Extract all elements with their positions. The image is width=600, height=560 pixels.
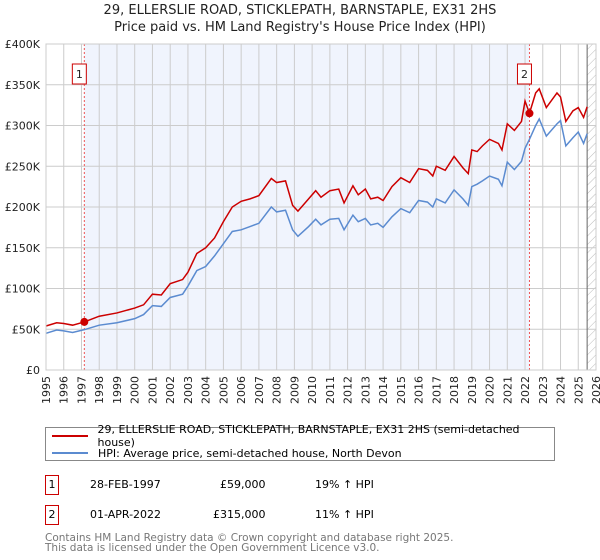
x-tick-label: 2010 bbox=[306, 376, 319, 404]
transaction-date: 01-APR-2022 bbox=[90, 508, 162, 521]
x-tick-label: 2021 bbox=[501, 376, 514, 404]
blue-line-swatch bbox=[52, 452, 88, 454]
marker-label: 1 bbox=[76, 68, 83, 81]
legend-item-property: 29, ELLERSLIE ROAD, STICKLEPATH, BARNSTA… bbox=[52, 423, 554, 449]
x-tick-label: 2013 bbox=[359, 376, 372, 404]
chart-subtitle: Price paid vs. HM Land Registry's House … bbox=[114, 20, 486, 35]
marker-box bbox=[516, 63, 532, 85]
x-tick-label: 2018 bbox=[448, 376, 461, 404]
transaction-price: £59,000 bbox=[220, 478, 266, 491]
marker-box bbox=[71, 63, 87, 85]
y-tick-label: £150K bbox=[5, 242, 41, 255]
x-tick-label: 1996 bbox=[58, 376, 71, 404]
y-tick-label: £100K bbox=[5, 283, 41, 296]
y-tick-label: £400K bbox=[5, 38, 41, 51]
footer-licence: This data is licensed under the Open Gov… bbox=[45, 542, 380, 554]
x-tick-label: 2023 bbox=[537, 376, 550, 404]
transaction-row: 2 01-APR-2022 £315,000 11% ↑ HPI bbox=[45, 505, 565, 525]
x-tick-label: 2019 bbox=[466, 376, 479, 404]
x-tick-label: 2022 bbox=[519, 376, 532, 404]
x-tick-label: 1999 bbox=[111, 376, 124, 404]
y-tick-label: £250K bbox=[5, 160, 41, 173]
marker-badge: 1 bbox=[45, 475, 59, 495]
x-tick-label: 2006 bbox=[235, 376, 248, 404]
transaction-date: 28-FEB-1997 bbox=[90, 478, 161, 491]
property-price-line bbox=[45, 87, 588, 327]
x-tick-label: 2016 bbox=[413, 376, 426, 404]
x-tick-label: 2017 bbox=[430, 376, 443, 404]
x-tick-label: 2015 bbox=[395, 376, 408, 404]
y-tick-label: £0 bbox=[26, 364, 40, 377]
y-tick-label: £300K bbox=[5, 120, 41, 133]
y-tick-label: £50K bbox=[12, 323, 41, 336]
footer-copyright: Contains HM Land Registry data © Crown c… bbox=[45, 532, 454, 544]
plot-frame bbox=[45, 43, 597, 371]
marker-label: 2 bbox=[521, 68, 528, 81]
x-tick-label: 2002 bbox=[164, 376, 177, 404]
x-tick-label: 2000 bbox=[129, 376, 142, 404]
x-tick-label: 2007 bbox=[253, 376, 266, 404]
hpi-line bbox=[45, 117, 588, 335]
x-tick-label: 2005 bbox=[217, 376, 230, 404]
x-tick-label: 2008 bbox=[271, 376, 284, 404]
y-tick-label: £200K bbox=[5, 201, 41, 214]
legend: 29, ELLERSLIE ROAD, STICKLEPATH, BARNSTA… bbox=[45, 423, 555, 461]
sale-point bbox=[525, 109, 534, 118]
x-tick-label: 2025 bbox=[572, 376, 585, 404]
x-tick-label: 2004 bbox=[200, 376, 213, 404]
legend-label: 29, ELLERSLIE ROAD, STICKLEPATH, BARNSTA… bbox=[97, 423, 520, 449]
transaction-hpi: 11% ↑ HPI bbox=[315, 508, 374, 521]
x-tick-label: 2011 bbox=[324, 376, 337, 404]
chart-title: 29, ELLERSLIE ROAD, STICKLEPATH, BARNSTA… bbox=[103, 3, 497, 18]
sale-point bbox=[80, 317, 89, 326]
x-tick-label: 2024 bbox=[555, 376, 568, 404]
y-tick-label: £350K bbox=[5, 79, 41, 92]
x-tick-label: 2014 bbox=[377, 376, 390, 404]
transaction-row: 1 28-FEB-1997 £59,000 19% ↑ HPI bbox=[45, 475, 565, 495]
transaction-hpi: 19% ↑ HPI bbox=[315, 478, 374, 491]
x-tick-label: 2012 bbox=[342, 376, 355, 404]
x-tick-label: 2026 bbox=[590, 376, 600, 404]
marker-badge: 2 bbox=[45, 505, 59, 525]
x-tick-label: 2009 bbox=[288, 376, 301, 404]
x-tick-label: 1995 bbox=[40, 376, 53, 404]
price-chart: 1995 1996 1997 1998 1999 2000 2001 2002 2003 2004… bbox=[5, 38, 600, 404]
red-line-swatch bbox=[52, 435, 88, 437]
transaction-price: £315,000 bbox=[213, 508, 266, 521]
x-tick-label: 2020 bbox=[484, 376, 497, 404]
legend-label: HPI: Average price, semi-detached house,… bbox=[98, 446, 402, 460]
legend-item-hpi: HPI: Average price, semi-detached house,… bbox=[52, 446, 402, 460]
x-tick-label: 1997 bbox=[75, 376, 88, 404]
x-tick-label: 2003 bbox=[182, 376, 195, 404]
x-tick-label: 2001 bbox=[146, 376, 159, 404]
x-tick-label: 1998 bbox=[93, 376, 106, 404]
